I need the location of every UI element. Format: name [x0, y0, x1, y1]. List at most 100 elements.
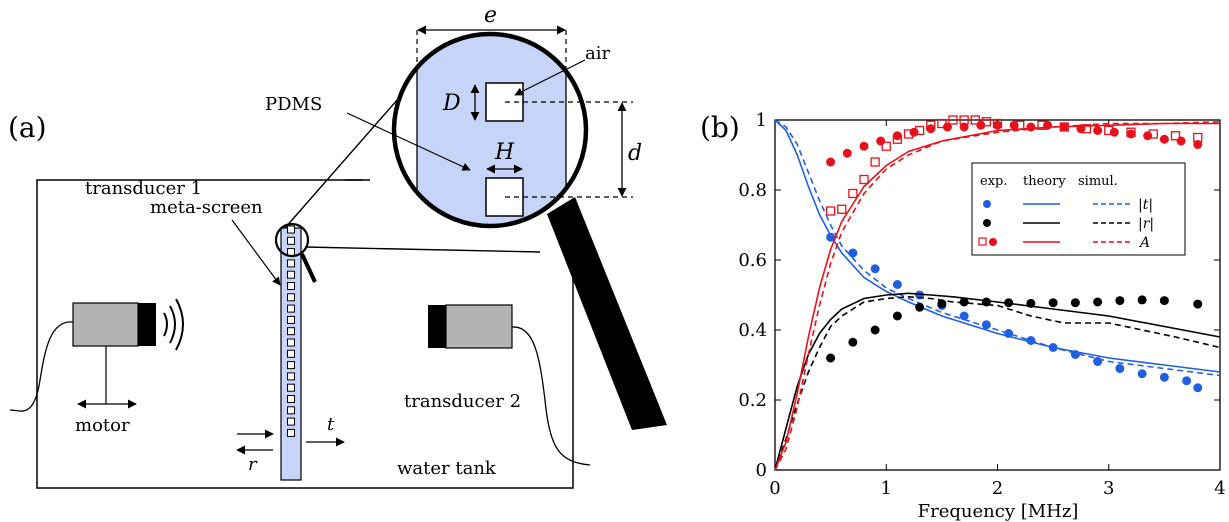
x-axis-label: Frequency [MHz]	[918, 501, 1079, 522]
series-a-exp-point	[976, 120, 986, 130]
series-a-exp-point	[1148, 129, 1158, 139]
series-a-exp-point	[1176, 136, 1186, 146]
series-a-exp-point	[876, 136, 886, 146]
meta-screen-cell	[287, 361, 295, 370]
axis-ticks: 0 1 2 3 4 0 0.2 0.4 0.6 0.8 1	[738, 110, 1225, 499]
meta-screen-cell	[287, 315, 295, 324]
data-series	[774, 115, 1221, 471]
water-tank-outline	[36, 179, 574, 489]
series-a-exp-point	[825, 206, 836, 216]
meta-screen-cell	[287, 270, 295, 279]
series-a-exp-point	[914, 125, 925, 136]
e-label: e	[484, 3, 497, 28]
series-a-exp-point	[826, 157, 836, 167]
meta-screen-cell	[287, 372, 295, 381]
series-a-exp-point	[1159, 134, 1169, 144]
series-a-exp-point	[1037, 120, 1047, 130]
meta-screen-cells	[287, 225, 295, 437]
series-a-exp-point	[1076, 124, 1086, 134]
d-label: d	[628, 141, 642, 166]
series-t-exp-point	[1137, 369, 1147, 379]
transducer-1-label: transducer 1	[85, 178, 202, 199]
series-a-exp-point	[1170, 131, 1181, 141]
series-r-exp-point	[1026, 298, 1036, 308]
H-label: H	[494, 140, 515, 165]
meta-screen-cell	[287, 338, 295, 347]
y-tick-label: 0.4	[738, 320, 767, 341]
y-tick-label: 0.6	[738, 250, 767, 271]
wave-arc-1	[163, 312, 168, 337]
meta-screen-cell	[287, 259, 295, 268]
r-label: r	[248, 454, 258, 475]
panel-a: (a) meta-screen transducer 1 motor r t	[8, 3, 667, 489]
legend-header-theory: theory	[1023, 174, 1066, 189]
series-r-exp-point	[1137, 295, 1147, 305]
series-a-exp-point	[1126, 129, 1136, 139]
series-a-exp-point	[1093, 126, 1103, 135]
y-tick-label: 1	[756, 110, 767, 131]
meta-screen-cell	[287, 304, 295, 313]
series-a-exp-point	[881, 141, 891, 151]
x-tick-label: 0	[769, 478, 780, 499]
pdms-pointer	[346, 112, 471, 171]
legend-box	[971, 162, 1186, 256]
series-a-exp-point	[937, 118, 947, 129]
legend-header-exp: exp.	[980, 174, 1007, 189]
meta-screen-cell	[287, 349, 295, 358]
series-t-exp-point	[848, 248, 858, 258]
series-a-exp-point	[1009, 120, 1019, 130]
series-t-exp-point	[826, 232, 836, 242]
series-a-exp-point	[959, 115, 969, 125]
x-tick-label: 1	[881, 478, 892, 499]
magnifier-small-circle	[274, 222, 310, 258]
series-a-exp-point	[842, 148, 852, 158]
series-a-exp-point	[848, 188, 858, 199]
legend-exp-t-marker	[983, 200, 991, 208]
series-t-exp-point	[959, 311, 969, 321]
legend-label-r: |r|	[1138, 216, 1154, 232]
series-t-simul-line	[774, 119, 1221, 377]
series-a-simul-line	[774, 121, 1221, 471]
series-r-simul-line	[774, 295, 1221, 471]
series-t-exp-point	[1026, 336, 1036, 345]
series-r-exp-point	[937, 299, 947, 309]
series-a-exp-point	[903, 129, 914, 139]
series-r-exp-point	[1070, 298, 1080, 308]
x-tick-label: 3	[1103, 478, 1114, 499]
series-a-exp-point	[1109, 127, 1119, 137]
series-r-exp-point	[915, 302, 925, 312]
x-tick-label: 2	[992, 478, 1003, 499]
legend-label-t: |t|	[1138, 197, 1153, 213]
series-r-exp-point	[1193, 299, 1203, 309]
legend-exp-A-square-marker	[978, 237, 987, 246]
transducer-2-label: transducer 2	[404, 391, 521, 412]
pdms-label: PDMS	[265, 94, 322, 115]
series-t-exp-point	[870, 264, 880, 274]
series-t-exp-point	[1193, 383, 1203, 393]
zoom-line-lower	[304, 246, 541, 253]
water-tank-label: water tank	[397, 458, 497, 479]
transducer-1-cap	[138, 303, 156, 346]
meta-screen-cell	[287, 293, 295, 302]
series-a-exp-point	[1081, 124, 1092, 134]
transducer-2-body	[445, 304, 513, 349]
series-t-theory-line	[774, 119, 1221, 373]
series-a-exp-point	[1043, 120, 1053, 130]
series-a-exp-point	[1059, 122, 1069, 132]
series-r-exp-point	[848, 337, 858, 347]
y-tick-label: 0.2	[738, 390, 767, 411]
legend-exp-r-marker	[983, 219, 991, 227]
D-label: D	[442, 91, 461, 116]
series-r-exp-point	[1004, 298, 1014, 308]
meta-screen-cell	[287, 383, 295, 392]
series-a-exp-point	[942, 122, 952, 132]
series-a-exp-point	[959, 122, 969, 132]
series-r-theory-line	[774, 292, 1221, 471]
t-label: t	[327, 414, 335, 435]
series-a-exp-point	[837, 204, 847, 214]
wave-arc-2	[169, 305, 176, 344]
legend-label-A: A	[1138, 235, 1150, 251]
panel-a-label: (a)	[8, 111, 47, 144]
series-a-exp-point	[1193, 132, 1203, 143]
